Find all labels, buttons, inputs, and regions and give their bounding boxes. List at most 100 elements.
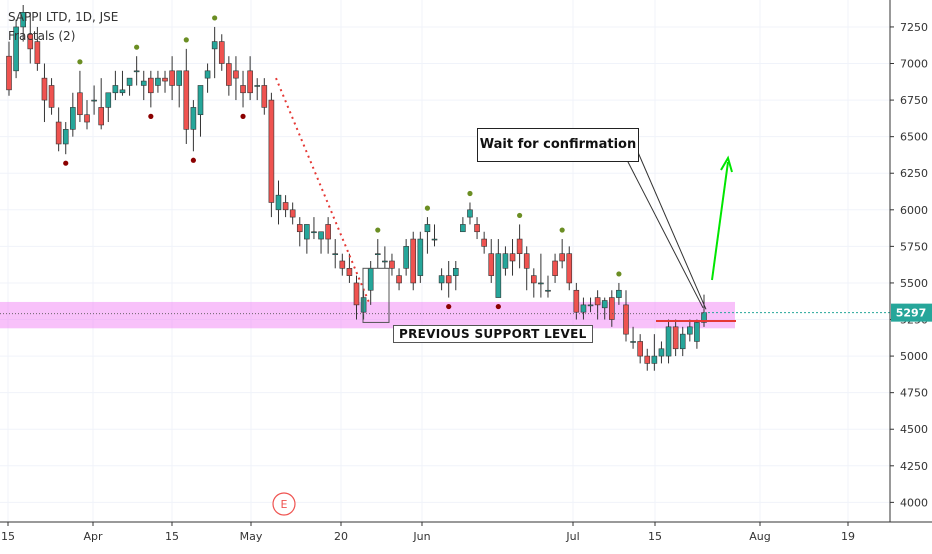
candle-body[interactable]: [296, 224, 303, 233]
candle-body[interactable]: [389, 260, 395, 269]
candle-body[interactable]: [360, 297, 367, 313]
candle-body[interactable]: [133, 70, 140, 73]
candle-body[interactable]: [467, 209, 473, 218]
candle-body[interactable]: [55, 121, 62, 145]
candle-body[interactable]: [77, 92, 83, 116]
candle-body[interactable]: [197, 85, 204, 116]
candle-body[interactable]: [162, 77, 168, 82]
candle-body[interactable]: [509, 253, 516, 262]
candle-body[interactable]: [353, 282, 360, 306]
candle-body[interactable]: [445, 275, 452, 284]
candle-body[interactable]: [218, 41, 225, 64]
candle-body[interactable]: [679, 333, 686, 350]
candle-body[interactable]: [41, 77, 48, 101]
candle-body[interactable]: [275, 194, 282, 211]
candle-body[interactable]: [573, 289, 580, 313]
confirmation-callout[interactable]: Wait for confirmation: [477, 128, 639, 162]
last-price-tag[interactable]: [891, 303, 932, 322]
candle-body[interactable]: [346, 268, 353, 276]
candle-body[interactable]: [495, 253, 502, 298]
candle-body[interactable]: [396, 275, 402, 284]
candle-body[interactable]: [658, 348, 665, 357]
candle-body[interactable]: [481, 238, 487, 247]
candle-body[interactable]: [119, 89, 126, 94]
candle-body[interactable]: [62, 129, 69, 145]
candle-body[interactable]: [339, 260, 346, 269]
bullish-arrow[interactable]: [711, 161, 729, 281]
candle-body[interactable]: [148, 77, 154, 94]
candle-body[interactable]: [332, 253, 339, 255]
candle-body[interactable]: [410, 238, 417, 284]
candle-body[interactable]: [268, 99, 275, 203]
candle-body[interactable]: [545, 289, 551, 292]
candle-body[interactable]: [665, 326, 672, 357]
candle-body[interactable]: [452, 268, 459, 276]
candle-body[interactable]: [112, 85, 119, 94]
candle-body[interactable]: [530, 275, 537, 284]
candle-body[interactable]: [367, 268, 374, 291]
candle-body[interactable]: [204, 70, 211, 79]
candle-body[interactable]: [587, 304, 594, 307]
candle-body[interactable]: [211, 41, 218, 50]
earnings-event-icon[interactable]: [272, 492, 296, 516]
candle-body[interactable]: [644, 355, 651, 364]
candle-body[interactable]: [616, 289, 622, 298]
candle-body[interactable]: [84, 114, 90, 123]
support-level-label[interactable]: PREVIOUS SUPPORT LEVEL: [393, 325, 593, 343]
candle-body[interactable]: [523, 253, 530, 269]
candle-body[interactable]: [488, 253, 495, 276]
candle-body[interactable]: [403, 246, 409, 269]
candle-body[interactable]: [240, 85, 246, 94]
candle-body[interactable]: [20, 12, 26, 28]
downtrend-dotted-line[interactable]: [275, 77, 371, 306]
candle-body[interactable]: [70, 107, 76, 130]
candle-body[interactable]: [580, 304, 587, 313]
candle-body[interactable]: [623, 304, 629, 335]
candle-body[interactable]: [516, 238, 523, 254]
candle-body[interactable]: [304, 224, 310, 240]
candle-body[interactable]: [6, 55, 12, 91]
candle-body[interactable]: [233, 70, 239, 79]
candle-body[interactable]: [155, 77, 161, 86]
candle-body[interactable]: [502, 253, 509, 269]
candle-body[interactable]: [27, 33, 34, 50]
candle-body[interactable]: [431, 238, 438, 241]
candle-body[interactable]: [374, 253, 381, 255]
candle-body[interactable]: [254, 85, 261, 87]
candle-body[interactable]: [609, 297, 615, 320]
indicator-label[interactable]: Fractals (2): [8, 29, 76, 43]
candle-body[interactable]: [48, 85, 55, 108]
candle-body[interactable]: [247, 70, 253, 94]
candle-body[interactable]: [687, 326, 693, 335]
symbol-title[interactable]: SAPPI LTD, 1D, JSE: [8, 10, 119, 24]
candle-body[interactable]: [91, 99, 97, 102]
candle-body[interactable]: [460, 224, 466, 233]
candle-body[interactable]: [382, 260, 388, 263]
candle-body[interactable]: [318, 231, 324, 240]
candle-body[interactable]: [630, 341, 636, 343]
candle-body[interactable]: [672, 326, 679, 350]
candle-body[interactable]: [289, 209, 296, 218]
candle-body[interactable]: [651, 355, 658, 364]
candle-body[interactable]: [105, 92, 112, 108]
candle-body[interactable]: [282, 202, 289, 211]
candle-body[interactable]: [424, 224, 431, 233]
candle-body[interactable]: [601, 300, 608, 309]
candle-body[interactable]: [126, 77, 133, 86]
candle-body[interactable]: [98, 107, 104, 126]
candle-body[interactable]: [552, 260, 558, 276]
candle-body[interactable]: [325, 224, 331, 240]
candle-body[interactable]: [438, 275, 445, 284]
candle-body[interactable]: [594, 297, 601, 306]
candle-body[interactable]: [538, 282, 544, 285]
candle-body[interactable]: [694, 322, 700, 342]
candle-body[interactable]: [417, 238, 424, 276]
candle-body[interactable]: [190, 107, 197, 130]
candle-body[interactable]: [311, 231, 317, 234]
candle-body[interactable]: [566, 253, 573, 284]
candle-body[interactable]: [637, 341, 643, 357]
candle-body[interactable]: [169, 70, 175, 86]
candle-body[interactable]: [13, 26, 19, 72]
